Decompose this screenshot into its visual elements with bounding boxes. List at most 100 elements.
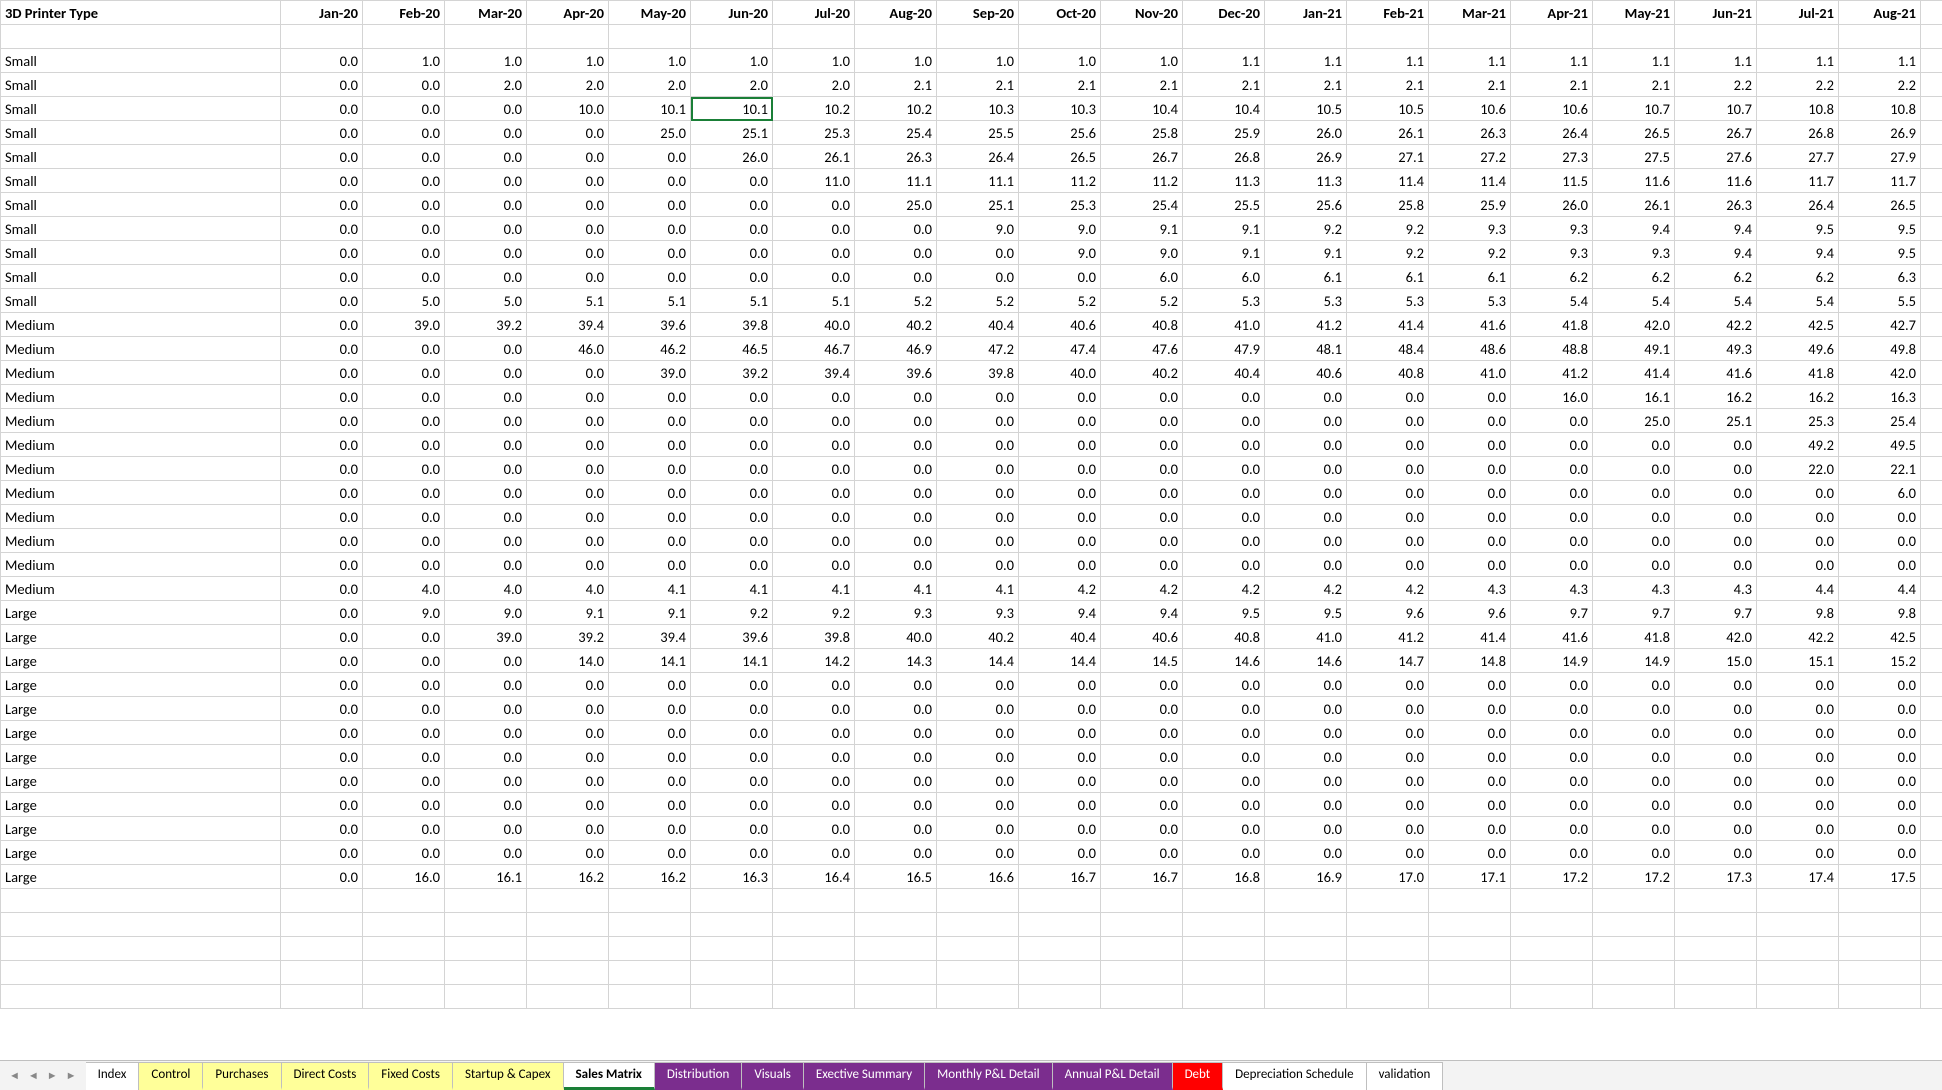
data-cell[interactable]: 0.0 (363, 769, 445, 793)
tab-nav-last[interactable]: ► (63, 1069, 80, 1082)
empty-cell[interactable] (773, 961, 855, 985)
empty-cell[interactable] (855, 937, 937, 961)
sheet-tab[interactable]: Startup & Capex (453, 1062, 564, 1090)
empty-cell[interactable] (1675, 913, 1757, 937)
data-cell[interactable] (1921, 529, 1942, 553)
data-cell[interactable]: 41.4 (1429, 625, 1511, 649)
data-cell[interactable]: 0.0 (281, 73, 363, 97)
data-cell[interactable]: 0.0 (1757, 673, 1839, 697)
data-cell[interactable] (1921, 553, 1942, 577)
data-cell[interactable]: 6.2 (1593, 265, 1675, 289)
data-cell[interactable]: 0.0 (1019, 673, 1101, 697)
empty-cell[interactable] (1, 937, 281, 961)
data-cell[interactable]: 0.0 (527, 529, 609, 553)
empty-cell[interactable] (1265, 937, 1347, 961)
data-cell[interactable]: 26.7 (1101, 145, 1183, 169)
data-cell[interactable]: 0.0 (937, 721, 1019, 745)
data-cell[interactable]: 26.3 (1429, 121, 1511, 145)
data-cell[interactable]: 2.0 (527, 73, 609, 97)
data-cell[interactable]: 0.0 (773, 529, 855, 553)
data-cell[interactable]: 0.0 (609, 505, 691, 529)
data-cell[interactable]: 26.5 (1019, 145, 1101, 169)
data-cell[interactable]: 0.0 (363, 457, 445, 481)
data-cell[interactable]: 0.0 (1511, 697, 1593, 721)
data-cell[interactable]: 0.0 (1675, 481, 1757, 505)
data-cell[interactable]: 26.1 (1347, 121, 1429, 145)
data-cell[interactable]: 0.0 (937, 769, 1019, 793)
data-cell[interactable]: 11.7 (1757, 169, 1839, 193)
data-cell[interactable]: 25.3 (1019, 193, 1101, 217)
data-cell[interactable]: 0.0 (527, 841, 609, 865)
data-cell[interactable] (1921, 673, 1942, 697)
row-label[interactable]: Medium (1, 553, 281, 577)
data-cell[interactable]: 0.0 (527, 217, 609, 241)
data-cell[interactable]: 0.0 (937, 409, 1019, 433)
data-cell[interactable]: 0.0 (609, 529, 691, 553)
empty-cell[interactable] (1429, 937, 1511, 961)
data-cell[interactable]: 39.2 (445, 313, 527, 337)
data-cell[interactable]: 0.0 (1675, 697, 1757, 721)
data-cell[interactable]: 9.5 (1183, 601, 1265, 625)
data-cell[interactable]: 5.1 (691, 289, 773, 313)
row-label[interactable]: Small (1, 217, 281, 241)
empty-cell[interactable] (1511, 25, 1593, 49)
empty-cell[interactable] (1, 889, 281, 913)
data-cell[interactable]: 25.5 (937, 121, 1019, 145)
data-cell[interactable]: 1.1 (1511, 49, 1593, 73)
data-cell[interactable]: 41.2 (1511, 361, 1593, 385)
data-cell[interactable]: 0.0 (1101, 817, 1183, 841)
data-cell[interactable]: 25.9 (1429, 193, 1511, 217)
data-cell[interactable] (1921, 769, 1942, 793)
data-cell[interactable]: 0.0 (855, 721, 937, 745)
empty-cell[interactable] (1429, 889, 1511, 913)
row-label[interactable]: Large (1, 697, 281, 721)
data-cell[interactable]: 0.0 (691, 505, 773, 529)
data-cell[interactable]: 0.0 (1839, 793, 1921, 817)
empty-cell[interactable] (1757, 889, 1839, 913)
data-cell[interactable]: 46.0 (527, 337, 609, 361)
data-cell[interactable]: 0.0 (1429, 697, 1511, 721)
data-cell[interactable]: 17.4 (1757, 865, 1839, 889)
data-cell[interactable]: 0.0 (363, 649, 445, 673)
data-cell[interactable]: 0.0 (773, 241, 855, 265)
row-label[interactable]: Small (1, 265, 281, 289)
sheet-tab[interactable]: Purchases (203, 1062, 281, 1090)
data-cell[interactable]: 0.0 (1183, 697, 1265, 721)
data-cell[interactable]: 26.0 (1265, 121, 1347, 145)
data-cell[interactable]: 27 (1921, 121, 1942, 145)
data-cell[interactable]: 0.0 (281, 241, 363, 265)
data-cell[interactable]: 49.8 (1839, 337, 1921, 361)
data-cell[interactable]: 10.5 (1265, 97, 1347, 121)
data-cell[interactable]: 0.0 (1265, 481, 1347, 505)
data-cell[interactable]: 14.6 (1183, 649, 1265, 673)
empty-cell[interactable] (1511, 913, 1593, 937)
data-cell[interactable]: 0.0 (445, 97, 527, 121)
row-label[interactable]: Large (1, 625, 281, 649)
data-cell[interactable]: 0.0 (363, 409, 445, 433)
empty-cell[interactable] (855, 913, 937, 937)
empty-cell[interactable] (445, 985, 527, 1009)
data-cell[interactable]: 22.0 (1757, 457, 1839, 481)
data-cell[interactable]: 0.0 (1101, 481, 1183, 505)
empty-cell[interactable] (281, 985, 363, 1009)
data-cell[interactable]: 46.7 (773, 337, 855, 361)
empty-cell[interactable] (1675, 937, 1757, 961)
data-cell[interactable] (1921, 73, 1942, 97)
data-cell[interactable]: 6.1 (1347, 265, 1429, 289)
data-cell[interactable]: 16.7 (1101, 865, 1183, 889)
data-cell[interactable]: 14.5 (1101, 649, 1183, 673)
empty-cell[interactable] (1511, 985, 1593, 1009)
data-cell[interactable]: 0.0 (363, 697, 445, 721)
data-cell[interactable]: 0.0 (937, 433, 1019, 457)
data-cell[interactable]: 0.0 (773, 265, 855, 289)
data-cell[interactable]: 0.0 (445, 457, 527, 481)
data-cell[interactable]: 2.1 (1429, 73, 1511, 97)
data-cell[interactable]: 0.0 (773, 217, 855, 241)
empty-cell[interactable] (691, 937, 773, 961)
data-cell[interactable]: 25 (1921, 409, 1942, 433)
data-cell[interactable]: 4.1 (773, 577, 855, 601)
data-cell[interactable]: 27.5 (1593, 145, 1675, 169)
data-cell[interactable]: 2.1 (855, 73, 937, 97)
data-cell[interactable]: 5.4 (1511, 289, 1593, 313)
data-cell[interactable]: 5.3 (1347, 289, 1429, 313)
